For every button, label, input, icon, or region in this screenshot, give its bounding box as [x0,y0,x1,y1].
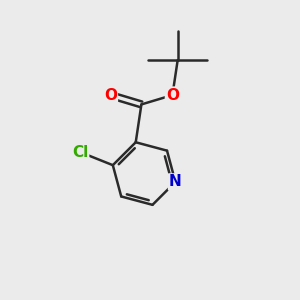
Text: Cl: Cl [72,145,88,160]
Text: O: O [104,88,117,103]
Text: N: N [169,174,182,189]
Text: O: O [166,88,179,103]
